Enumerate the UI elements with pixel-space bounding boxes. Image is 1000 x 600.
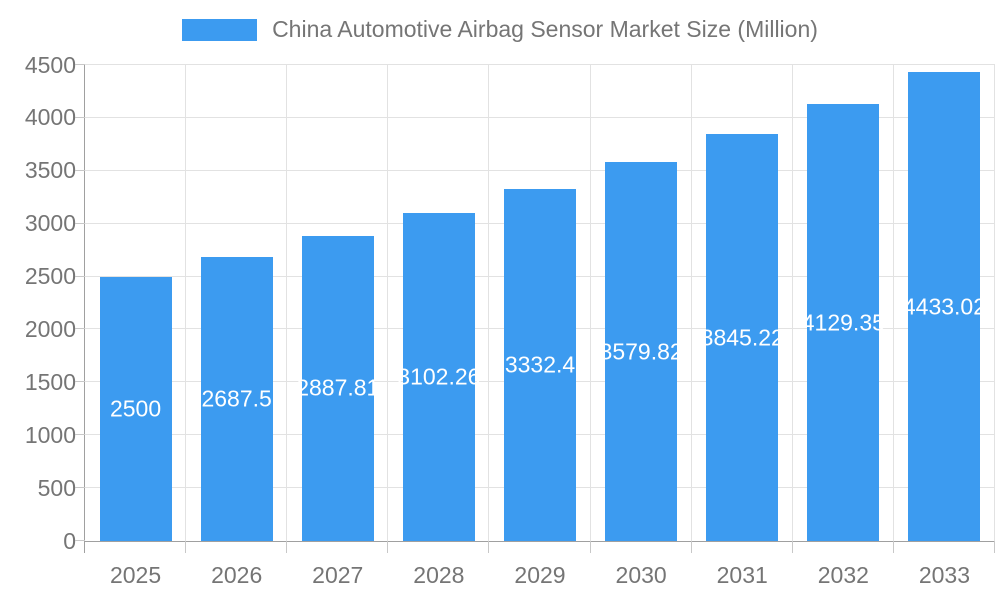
x-tick-mark — [690, 541, 692, 553]
x-axis-labels: 2025 2026 2027 2028 2029 2030 2031 2032 2033 — [85, 564, 995, 594]
x-tick-mark — [994, 541, 995, 553]
bar-2026[interactable]: 2687.5 — [200, 256, 273, 541]
x-tick-mark — [488, 541, 490, 553]
bar-2030[interactable]: 3579.82 — [600, 162, 683, 541]
bar-2027[interactable]: 2887.81 — [296, 235, 379, 541]
y-tick-label: 4000 — [24, 104, 76, 131]
x-tick-mark — [286, 541, 288, 553]
x-tick-mark — [589, 541, 591, 553]
y-tick-label: 2000 — [24, 315, 76, 342]
y-axis-line — [84, 65, 85, 541]
y-tick-mark — [75, 169, 85, 171]
x-tick-label: 2025 — [109, 562, 162, 588]
x-tick-mark — [84, 541, 85, 553]
bar-value-label: 2687.5 — [201, 385, 272, 412]
x-tick-label: 2032 — [817, 562, 869, 588]
x-tick-label: 2027 — [312, 562, 364, 588]
bar-value-label: 2887.81 — [296, 374, 380, 401]
bar-2029[interactable]: 3332.4 — [504, 188, 576, 541]
gridline-v — [994, 65, 995, 541]
bar-value-label: 2500 — [109, 395, 162, 422]
x-tick-mark — [387, 541, 389, 553]
y-tick-mark — [75, 381, 85, 383]
gridline-v — [589, 65, 591, 541]
gridline-v — [387, 65, 389, 541]
bar-value-label: 4433.02 — [902, 293, 987, 320]
x-tick-mark — [892, 541, 894, 553]
y-tick-label: 2500 — [24, 263, 76, 290]
bar-value-label: 4129.35 — [801, 309, 885, 336]
y-tick-mark — [75, 275, 85, 277]
bar-value-label: 3579.82 — [599, 338, 683, 365]
bar-2032[interactable]: 4129.35 — [802, 104, 885, 541]
gridline-v — [488, 65, 490, 541]
y-tick-label: 3500 — [24, 157, 76, 184]
gridline-v — [185, 65, 187, 541]
x-tick-label: 2033 — [918, 562, 971, 588]
plot-area: 2500 2687.5 2887.81 3102.26 3332.4 3579.82 384… — [75, 64, 995, 553]
x-tick-label: 2026 — [211, 562, 263, 588]
bar-2031[interactable]: 3845.22 — [701, 134, 784, 541]
y-tick-label: 3000 — [24, 210, 76, 237]
y-tick-label: 1500 — [24, 368, 76, 395]
y-tick-mark — [75, 434, 85, 436]
bar-2033[interactable]: 4433.02 — [903, 72, 986, 541]
gridline-h — [85, 116, 995, 118]
bar-2025[interactable]: 2500 — [99, 276, 172, 541]
gridline-h — [85, 64, 995, 65]
y-tick-label: 0 — [63, 527, 76, 554]
y-tick-mark — [75, 64, 85, 65]
legend-swatch[interactable] — [182, 18, 258, 41]
bar-2028[interactable]: 3102.26 — [397, 212, 480, 541]
x-tick-mark — [185, 541, 187, 553]
y-tick-label: 1000 — [24, 421, 76, 448]
x-tick-mark — [791, 541, 793, 553]
gridline-h — [85, 169, 995, 171]
bar-value-label: 3845.22 — [700, 324, 784, 351]
y-tick-label: 4500 — [24, 51, 76, 78]
gridline-v — [286, 65, 288, 541]
x-tick-label: 2029 — [514, 562, 566, 588]
y-tick-mark — [75, 222, 85, 224]
y-tick-label: 500 — [37, 474, 76, 501]
gridline-v — [690, 65, 692, 541]
gridline-v — [892, 65, 894, 541]
x-tick-label: 2030 — [615, 562, 667, 588]
legend-label[interactable]: China Automotive Airbag Sensor Market Si… — [272, 16, 818, 42]
y-tick-mark — [75, 116, 85, 118]
y-tick-mark — [75, 540, 85, 541]
x-axis-line — [84, 541, 995, 542]
bar-value-label: 3102.26 — [397, 363, 481, 390]
bar-value-label: 3332.4 — [504, 351, 576, 378]
x-tick-label: 2028 — [413, 562, 465, 588]
y-axis-labels: 0 500 1000 1500 2000 2500 3000 3500 4000 4500 — [0, 53, 76, 552]
gridline-v — [791, 65, 793, 541]
x-tick-label: 2031 — [716, 562, 768, 588]
y-tick-mark — [75, 487, 85, 489]
legend: China Automotive Airbag Sensor Market Si… — [0, 16, 1000, 43]
y-tick-mark — [75, 328, 85, 330]
